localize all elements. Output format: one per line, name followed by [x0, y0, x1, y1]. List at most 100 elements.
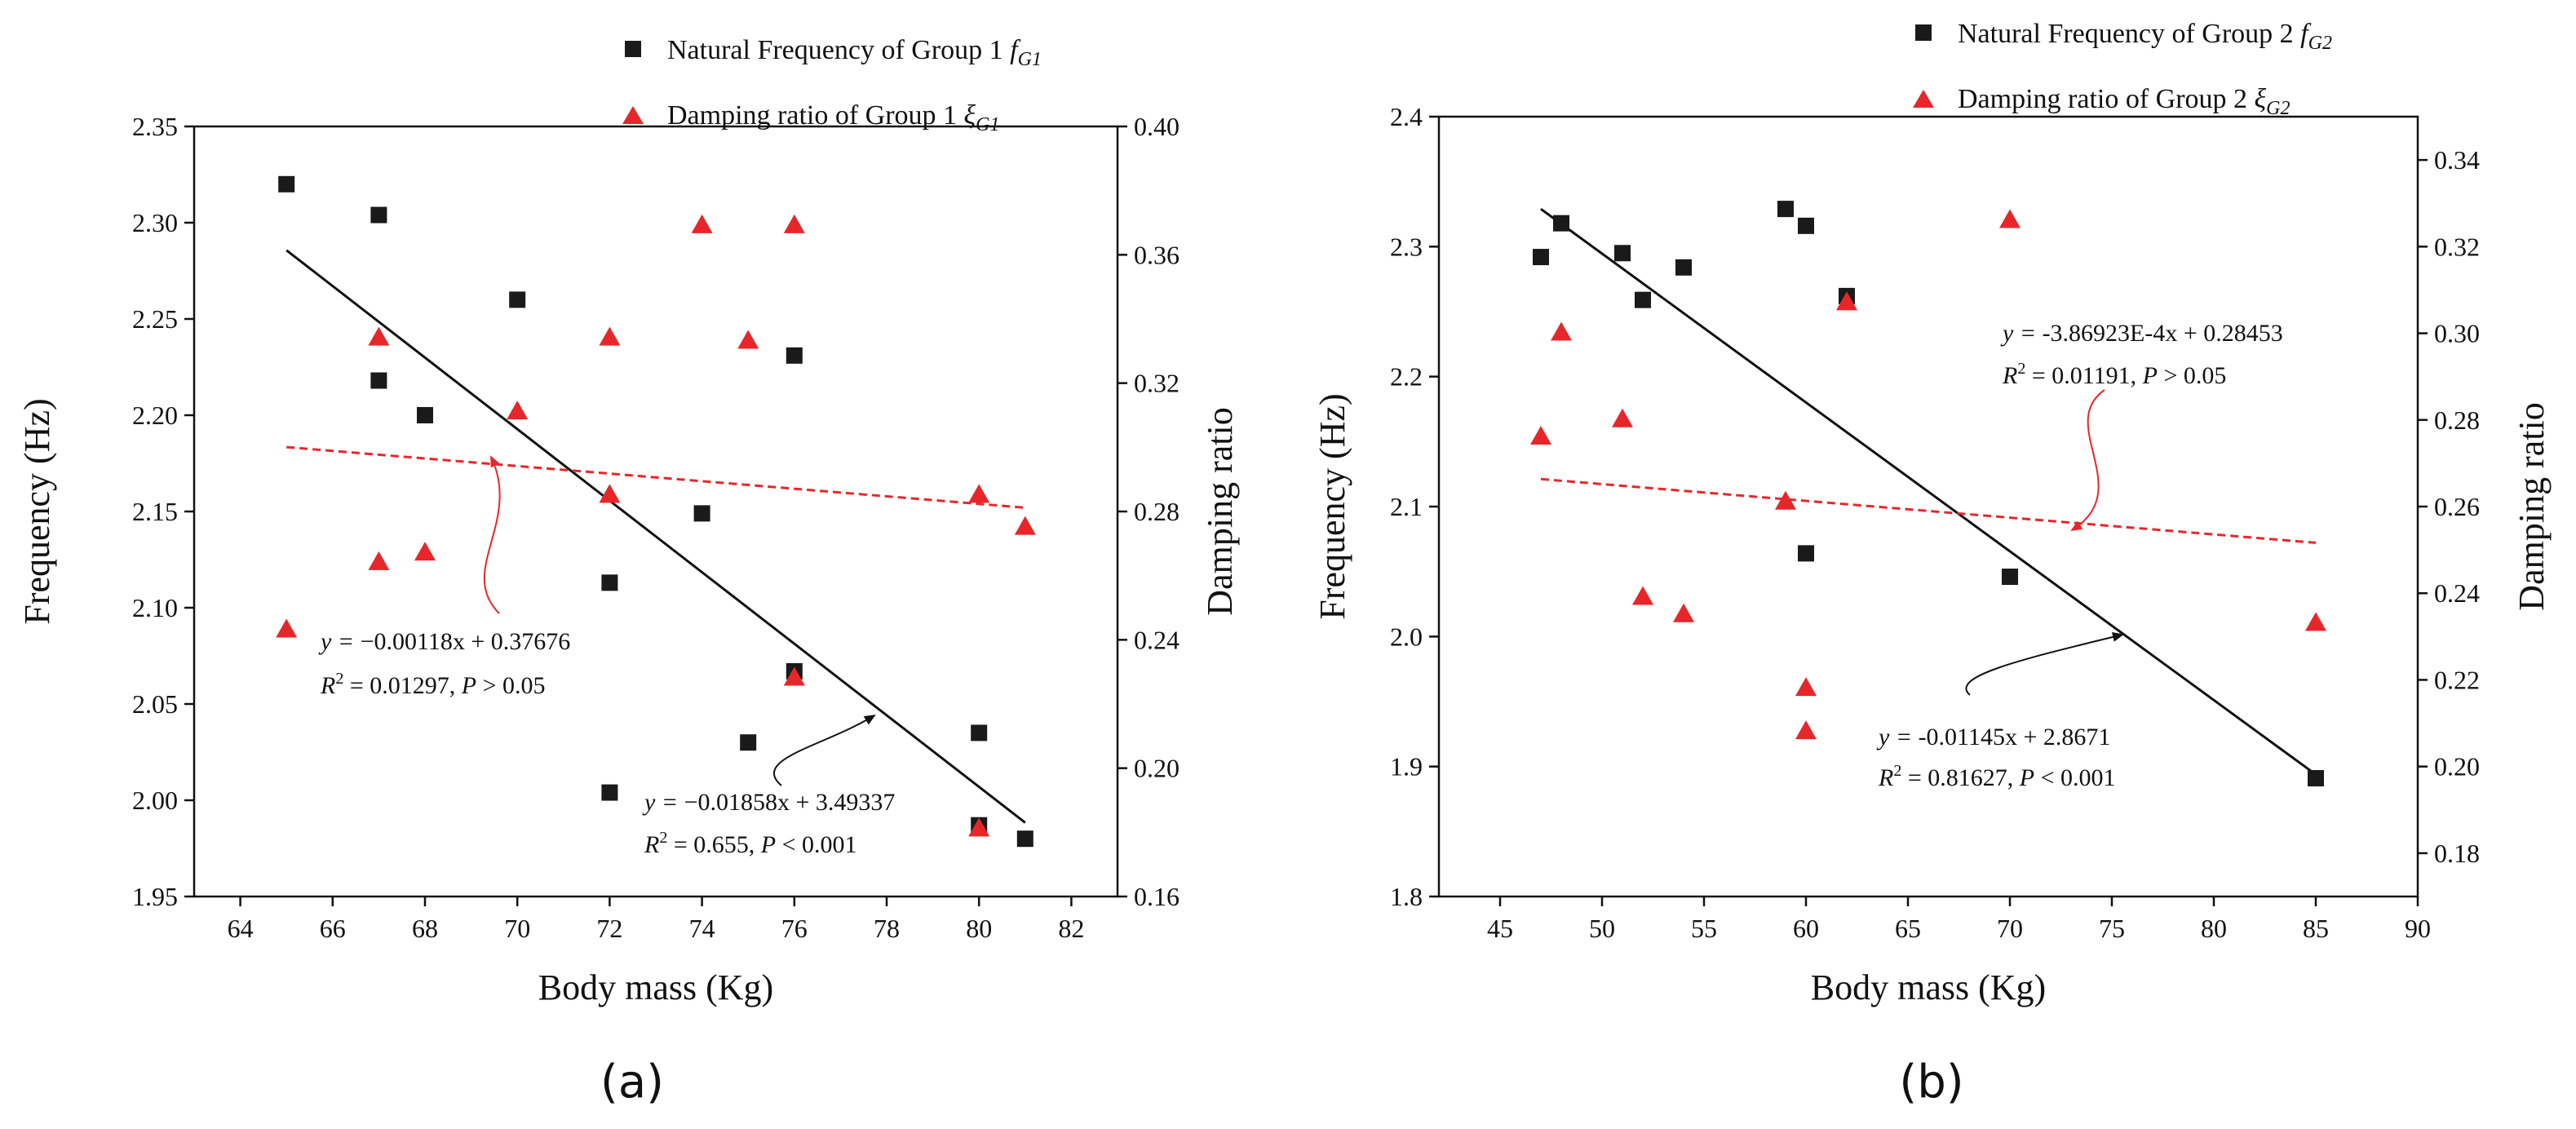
damping-point: [1551, 321, 1572, 341]
frequency-point: [1533, 249, 1549, 266]
y2-tick-label: 0.20: [2434, 752, 2480, 781]
x-tick-label: 60: [1793, 914, 1819, 943]
damping-point: [1836, 291, 1857, 311]
frequency-point: [1777, 201, 1794, 218]
frequency-point: [601, 574, 618, 591]
frequency-point: [370, 372, 387, 389]
y2-tick-label: 0.34: [2434, 145, 2480, 175]
chart-a-annotation-frequency: y = −0.01858x + 3.49337 R2 = 0.655, P < …: [642, 714, 895, 858]
damping-point: [1014, 516, 1036, 535]
frequency-point: [278, 175, 295, 193]
chart-a-marks: [276, 175, 1036, 848]
chart-a-plot-frame: [193, 125, 1119, 898]
damping-point: [276, 618, 298, 638]
damping-point: [1775, 490, 1796, 510]
y2-tick-label: 0.22: [2434, 665, 2480, 694]
frequency-point: [2308, 770, 2324, 787]
chart-b-annotation-frequency-arrow: [1965, 631, 2124, 696]
y-tick-label: 1.95: [132, 882, 178, 911]
y-tick-label: 2.10: [132, 593, 178, 622]
x-tick-label: 65: [1895, 914, 1921, 943]
y2-tick-label: 0.28: [2434, 405, 2480, 435]
damping-point: [1530, 426, 1551, 445]
chart-a-fit-frequency-equation: y = −0.01858x + 3.49337: [642, 789, 895, 816]
damping-point: [599, 326, 621, 346]
chart-b-annotation-damping: y = -3.86923E-4x + 0.28453 R2 = 0.01191,…: [2000, 320, 2283, 532]
y-tick-label: 2.20: [132, 401, 178, 430]
y2-tick-label: 0.24: [2434, 578, 2480, 608]
y-tick-label: 2.15: [132, 497, 178, 526]
x-tick-label: 76: [781, 914, 808, 943]
x-tick-label: 50: [1589, 914, 1615, 943]
frequency-point: [2002, 569, 2018, 586]
chart-a-annotation-frequency-arrow: [773, 714, 876, 786]
x-tick-label: 80: [2201, 914, 2227, 943]
x-tick-label: 82: [1058, 914, 1084, 943]
chart-a-annotation-damping: y = −0.00118x + 0.37676 R2 = 0.01297, P …: [318, 455, 570, 699]
fit-line-damping: [286, 445, 1025, 509]
frequency-point: [1553, 215, 1569, 232]
frequency-point: [1798, 217, 1814, 234]
damping-point: [368, 551, 390, 570]
damping-point: [783, 214, 805, 233]
chart-b-legend-frequency: Natural Frequency of Group 2 fG2: [1958, 19, 2332, 54]
y-tick-label: 2.05: [132, 689, 178, 719]
damping-point: [1999, 209, 2021, 228]
y-tick-label: 2.4: [1390, 102, 1423, 131]
y-tick-label: 2.30: [132, 208, 178, 237]
chart-a-y2label: Damping ratio: [1200, 407, 1240, 615]
damping-point: [2305, 612, 2326, 631]
chart-b: 45 50 55 60 65 70 75 80 85 90 1.8 1.9 2.0 2.1 2.2 2.3 2.…: [1312, 19, 2552, 1109]
fit-line-damping: [1540, 477, 2317, 544]
frequency-point: [509, 291, 526, 308]
damping-point: [691, 214, 713, 233]
damping-point: [737, 330, 759, 349]
fit-line-frequency: [1540, 207, 2317, 776]
y-tick-label: 1.9: [1390, 752, 1423, 781]
chart-a-xlabel: Body mass (Kg): [538, 967, 773, 1007]
chart-b-legend: Natural Frequency of Group 2 fG2 Damping…: [1913, 19, 2332, 119]
frequency-point: [786, 347, 803, 364]
y2-tick-label: 0.32: [2434, 232, 2480, 261]
x-tick-label: 64: [228, 914, 254, 943]
chart-b-legend-damping: Damping ratio of Group 2 ξG2: [1958, 84, 2290, 119]
y2-tick-label: 0.20: [1134, 754, 1180, 783]
chart-b-ylabel: Frequency (Hz): [1312, 393, 1352, 619]
frequency-point: [693, 505, 710, 522]
chart-b-ticks: 45 50 55 60 65 70 75 80 85 90 1.8 1.9 2.0 2.1 2.2 2.3 2.…: [1390, 102, 2480, 943]
fit-line-frequency: [285, 249, 1026, 824]
chart-a-panel-label: (a): [600, 1056, 664, 1109]
x-tick-label: 70: [1997, 914, 2023, 943]
x-tick-label: 80: [966, 914, 992, 943]
chart-b-fit-lines: [1540, 207, 2317, 776]
chart-a-ticks: 64 66 68 70 72 74 76 78 80 82 1.95 2.00 2.05 2.10 2.15…: [132, 112, 1180, 943]
y-tick-label: 2.2: [1390, 362, 1423, 392]
frequency-point: [601, 784, 618, 801]
y-tick-label: 2.3: [1390, 232, 1423, 261]
chart-b-plot-frame: [1437, 115, 2419, 898]
chart-b-legend-triangle-marker: [1913, 90, 1934, 108]
chart-b-annotation-frequency: y = -0.01145x + 2.8671 R2 = 0.81627, P <…: [1876, 631, 2124, 791]
damping-point: [1632, 586, 1653, 605]
damping-point: [507, 401, 529, 420]
damping-point: [1673, 603, 1694, 622]
damping-point: [968, 817, 990, 837]
y2-tick-label: 0.26: [2434, 492, 2480, 521]
damping-point: [968, 484, 990, 503]
y2-tick-label: 0.16: [1134, 882, 1180, 911]
y2-tick-label: 0.18: [2434, 839, 2480, 868]
chart-b-fit-frequency-equation: y = -0.01145x + 2.8671: [1876, 724, 2110, 750]
x-tick-label: 74: [689, 914, 715, 943]
x-tick-label: 70: [504, 914, 530, 943]
y2-tick-label: 0.36: [1134, 240, 1180, 269]
chart-b-y2label: Damping ratio: [2512, 402, 2552, 610]
y2-tick-label: 0.40: [1134, 112, 1180, 141]
frequency-point: [1675, 259, 1692, 276]
x-tick-label: 85: [2303, 914, 2329, 943]
y-tick-label: 2.25: [132, 304, 178, 334]
y-tick-label: 2.0: [1390, 622, 1423, 651]
chart-b-fit-frequency-r2: R2 = 0.81627, P < 0.001: [1878, 762, 2116, 791]
chart-a-legend-triangle-marker: [622, 106, 644, 124]
y-tick-label: 2.1: [1390, 492, 1423, 521]
damping-point: [1795, 720, 1817, 740]
